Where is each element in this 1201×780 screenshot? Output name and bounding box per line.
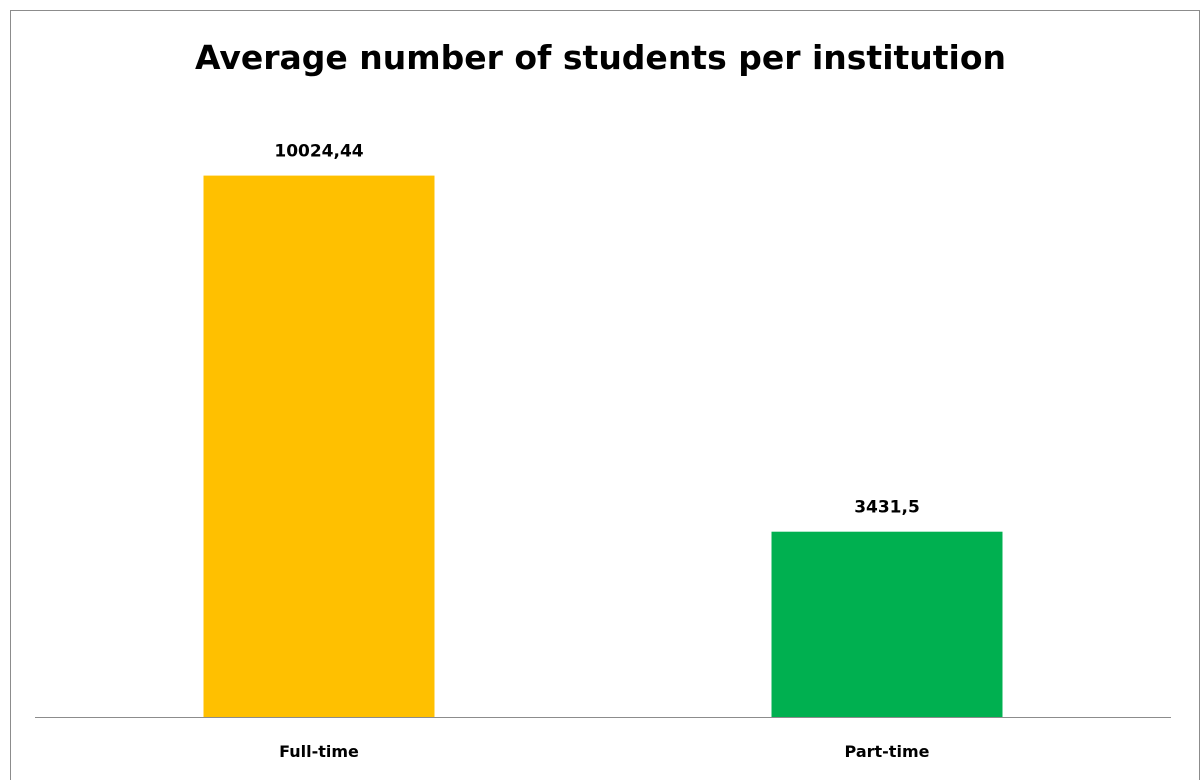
data-label: 10024,44 xyxy=(274,142,363,162)
labels-layer: 10024,44 Full-time 3431,5 Part-time xyxy=(274,142,929,761)
bars-layer xyxy=(203,175,1003,718)
bar-part-time xyxy=(771,531,1003,717)
bar-full-time xyxy=(203,175,435,718)
chart-title: Average number of students per instituti… xyxy=(194,38,1007,77)
data-label: 3431,5 xyxy=(854,498,920,518)
x-tick-label: Full-time xyxy=(279,742,359,761)
x-tick-label: Part-time xyxy=(845,742,930,761)
